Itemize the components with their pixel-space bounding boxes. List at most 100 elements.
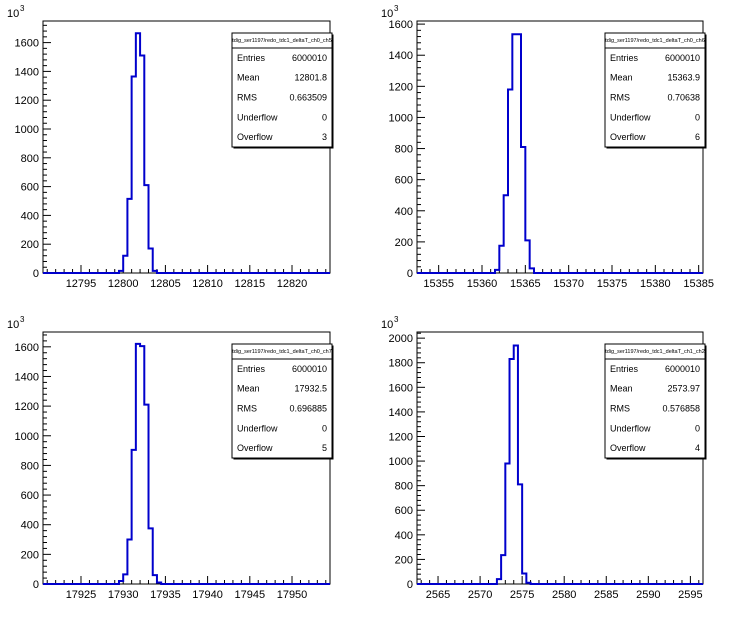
stats-value: 0.70638 [667, 93, 700, 103]
y-tick-label: 400 [21, 520, 39, 532]
y-multiplier-exponent: 3 [394, 4, 399, 13]
y-tick-label: 1400 [15, 66, 39, 78]
stats-label: Underflow [237, 112, 278, 122]
stats-label: Entries [237, 364, 266, 374]
x-tick-label: 15380 [640, 278, 671, 290]
y-tick-label: 1400 [15, 371, 39, 383]
y-tick-label: 0 [407, 268, 413, 280]
stats-label: Overflow [610, 443, 646, 453]
y-tick-label: 600 [21, 490, 39, 502]
stats-label: Mean [610, 73, 633, 83]
stats-label: Underflow [610, 112, 651, 122]
stats-box-frame [231, 343, 333, 459]
x-tick-label: 12820 [277, 278, 308, 290]
y-tick-label: 800 [21, 460, 39, 472]
x-tick-label: 15360 [467, 278, 498, 290]
stats-box-frame [231, 32, 333, 148]
y-tick-label: 1200 [389, 81, 413, 93]
stats-box: tdig_ser1197/redo_tdc1_deltaT_ch0_ch6 Ent… [604, 32, 707, 149]
stats-box: tdig_ser1197/redo_tdc1_deltaT_ch1_ch2 Ent… [604, 343, 707, 460]
x-tick-label: 2590 [636, 589, 660, 601]
x-tick-label: 17950 [277, 589, 308, 601]
stats-title: tdig_ser1197/redo_tdc1_deltaT_ch0_ch6 [605, 38, 705, 44]
y-tick-label: 2000 [389, 333, 413, 345]
stats-value: 0 [322, 112, 327, 122]
stats-label: Overflow [237, 443, 273, 453]
x-tick-label: 2565 [426, 589, 450, 601]
x-tick-label: 2580 [552, 589, 576, 601]
y-tick-label: 600 [395, 175, 413, 187]
y-tick-label: 1600 [15, 342, 39, 354]
stats-label: RMS [610, 404, 630, 414]
y-tick-label: 1000 [389, 456, 413, 468]
y-multiplier-exponent: 3 [20, 4, 25, 13]
stats-label: Entries [610, 53, 639, 63]
stats-label: Mean [237, 73, 260, 83]
x-tick-label: 15355 [423, 278, 454, 290]
y-multiplier-label: 10 [7, 319, 19, 331]
y-tick-label: 1200 [15, 401, 39, 413]
y-tick-label: 1400 [389, 407, 413, 419]
stats-box: tdig_ser1197/redo_tdc1_deltaT_ch0_ch7 Ent… [231, 343, 334, 460]
stats-label: Mean [237, 384, 260, 394]
stats-box-frame [604, 343, 706, 459]
stats-title: tdig_ser1197/redo_tdc1_deltaT_ch1_ch2 [605, 349, 705, 355]
stats-value: 6000010 [665, 53, 700, 63]
stats-value: 5 [322, 443, 327, 453]
stats-label: Entries [610, 364, 639, 374]
x-tick-label: 12815 [235, 278, 266, 290]
stats-label: Overflow [610, 132, 646, 142]
y-tick-label: 200 [395, 237, 413, 249]
y-multiplier-label: 10 [7, 8, 19, 20]
stats-value: 17932.5 [294, 384, 327, 394]
y-tick-label: 0 [33, 268, 39, 280]
stats-title: tdig_ser1197/redo_tdc1_deltaT_ch0_ch7 [232, 349, 332, 355]
stats-value: 3 [322, 132, 327, 142]
stats-label: Underflow [237, 423, 278, 433]
stats-value: 0 [695, 423, 700, 433]
y-tick-label: 1000 [15, 431, 39, 443]
y-tick-label: 1600 [389, 19, 413, 31]
stats-value: 2573.97 [667, 384, 700, 394]
y-tick-label: 1000 [389, 112, 413, 124]
histogram-panel-3: 0 200 400 600 800 1000 1200 1400 1600 10 3 17925 179… [7, 315, 334, 601]
y-tick-label: 200 [21, 549, 39, 561]
y-tick-label: 400 [21, 210, 39, 222]
stats-value: 0.663509 [289, 93, 327, 103]
y-multiplier-label: 10 [381, 319, 393, 331]
stats-value: 4 [695, 443, 700, 453]
stats-value: 12801.8 [294, 73, 327, 83]
x-tick-label: 12810 [192, 278, 223, 290]
y-tick-label: 1200 [389, 431, 413, 443]
histogram-line [417, 344, 703, 585]
x-tick-label: 2575 [510, 589, 534, 601]
stats-label: Overflow [237, 132, 273, 142]
y-multiplier-exponent: 3 [394, 315, 399, 324]
x-tick-label: 15370 [553, 278, 584, 290]
y-multiplier-label: 10 [381, 8, 393, 20]
stats-label: Mean [610, 384, 633, 394]
histogram-line [43, 32, 330, 274]
x-tick-label: 2570 [468, 589, 492, 601]
stats-value: 0 [322, 423, 327, 433]
x-tick-label: 15365 [510, 278, 541, 290]
stats-label: Entries [237, 53, 266, 63]
stats-value: 6000010 [665, 364, 700, 374]
histogram-line [43, 342, 330, 585]
stats-box-frame [604, 32, 706, 148]
stats-title: tdig_ser1197/redo_tdc1_deltaT_ch0_ch5 [232, 38, 332, 44]
y-tick-label: 600 [21, 182, 39, 194]
y-tick-label: 1800 [389, 358, 413, 370]
y-tick-label: 800 [395, 481, 413, 493]
x-tick-label: 17925 [66, 589, 97, 601]
x-tick-label: 17930 [108, 589, 139, 601]
histogram-panel-4: 0 200 400 600 800 1000 1200 1400 1600 1800 2000 10 3… [381, 315, 707, 601]
y-tick-label: 600 [395, 505, 413, 517]
histogram-line [417, 33, 703, 274]
stats-value: 6000010 [292, 53, 327, 63]
y-tick-label: 200 [395, 554, 413, 566]
y-tick-label: 0 [407, 579, 413, 591]
